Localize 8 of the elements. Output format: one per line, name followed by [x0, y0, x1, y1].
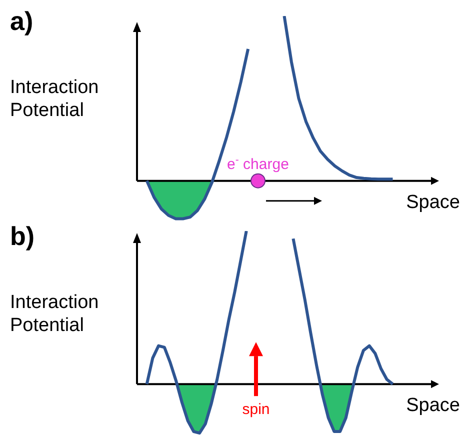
y-axis-title: Interaction Potential — [10, 291, 100, 337]
annotation: spin — [242, 401, 270, 418]
chart-title: a) — [10, 6, 34, 37]
y-axis-title: Interaction Potential — [10, 76, 100, 122]
annotation: e$^{-}$ charge — [227, 154, 289, 173]
x-axis-title: Space — [406, 395, 460, 416]
x-axis-title: Space — [406, 192, 460, 213]
chart-title: b) — [10, 221, 35, 252]
